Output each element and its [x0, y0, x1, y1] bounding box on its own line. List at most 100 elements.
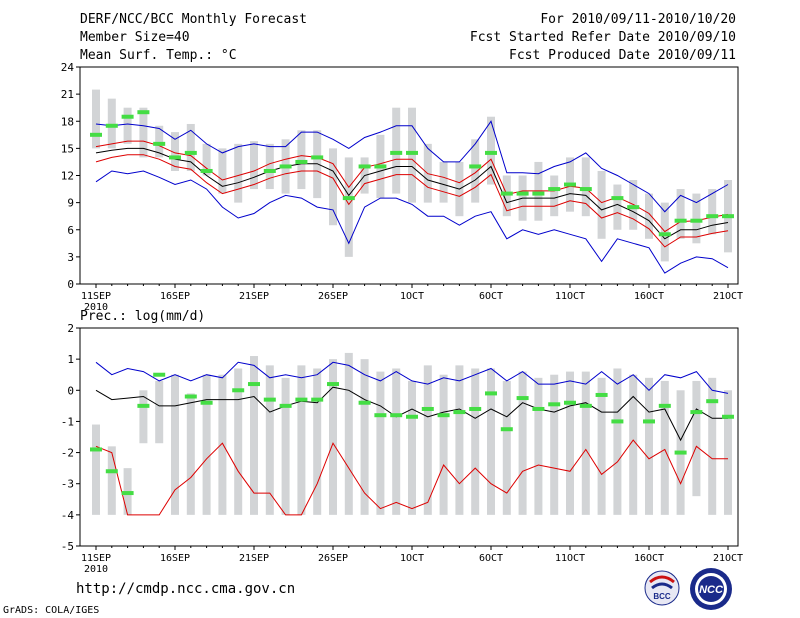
precip-box [455, 365, 464, 515]
temp-observed-marker [358, 164, 371, 169]
precip-year-label: 2010 [84, 564, 108, 575]
temp-ytick-label: 24 [61, 61, 75, 74]
precip-box [392, 368, 401, 515]
precip-max-line [95, 361, 729, 394]
temp-xtick-label: 6OCT [479, 291, 503, 302]
precip-observed-marker [137, 403, 150, 408]
precip-box [724, 390, 732, 515]
temp-ytick-label: 21 [61, 88, 74, 101]
precip-observed-marker [390, 413, 403, 418]
precip-xtick-label: 26SEP [318, 553, 348, 564]
temp-box [250, 141, 258, 190]
temp-box [186, 123, 195, 171]
precip-ytick-label: -1 [61, 415, 74, 428]
precip-box [550, 374, 559, 515]
temp-ytick-label: 15 [61, 142, 74, 155]
precip-observed-marker [453, 410, 466, 415]
precip-box [487, 368, 495, 515]
precip-box [313, 368, 322, 515]
temp-xtick-label: 11OCT [555, 291, 585, 302]
precip-observed-marker [674, 450, 687, 455]
precip-box [629, 374, 638, 515]
precip-box [439, 374, 448, 515]
temp-observed-marker [579, 187, 592, 192]
precip-observed-marker [643, 419, 655, 424]
precip-box [597, 377, 606, 515]
temp-observed-marker [485, 150, 497, 155]
temp-observed-marker [627, 205, 640, 210]
precip-xtick-label: 16OCT [634, 553, 664, 564]
precip-observed-marker [437, 413, 450, 418]
temp-ytick-label: 9 [67, 197, 74, 210]
precip-box [155, 380, 164, 444]
temp-box [392, 107, 401, 194]
precip-box [534, 377, 543, 515]
source-url[interactable]: http://cmdp.ncc.cma.gov.cn [76, 581, 296, 597]
temp-observed-marker [500, 191, 513, 196]
temp-max-line [95, 120, 729, 213]
precip-box [502, 380, 511, 515]
precip-observed-marker [184, 394, 197, 399]
precip-box [660, 380, 669, 515]
temp-observed-marker [690, 218, 703, 223]
precip-box [581, 371, 590, 515]
precip-panel-title: Prec.: log(mm/d) [80, 309, 206, 324]
precip-observed-marker [263, 397, 276, 402]
fcst-started-date: Fcst Started Refer Date 2010/09/10 [469, 30, 736, 45]
precip-xtick-label: 1OCT [400, 553, 424, 564]
temp-box [92, 89, 100, 149]
temp-box [107, 98, 116, 149]
precip-observed-marker [327, 382, 339, 387]
precip-observed-marker [516, 396, 529, 401]
precip-observed-marker [374, 413, 387, 418]
precip-ytick-label: 2 [67, 322, 74, 335]
precip-xtick-label: 6OCT [479, 553, 503, 564]
temp-observed-marker [706, 214, 719, 219]
temp-observed-marker [674, 218, 687, 223]
temp-observed-marker [137, 110, 150, 115]
precip-observed-marker [500, 427, 513, 432]
precip-min-line [95, 439, 728, 516]
precip-box [708, 377, 717, 515]
precip-observed-marker [706, 399, 719, 404]
precip-box [171, 374, 179, 515]
precip-ytick-label: -4 [61, 509, 75, 522]
temp-observed-marker [722, 214, 734, 219]
temp-xtick-label: 1OCT [400, 291, 424, 302]
temp-box [502, 175, 511, 217]
precip-box [250, 356, 258, 515]
temp-xtick-label: 26SEP [318, 291, 348, 302]
temp-box [155, 125, 164, 158]
precip-ytick-label: -5 [61, 540, 74, 553]
precip-observed-marker [232, 388, 245, 393]
temp-observed-marker [374, 164, 387, 169]
temp-ytick-label: 18 [61, 115, 74, 128]
precip-observed-marker [406, 414, 418, 419]
variable-label: Mean Surf. Temp.: °C [80, 48, 237, 63]
precip-xtick-label: 11SEP [81, 553, 111, 564]
precip-observed-marker [90, 447, 102, 452]
temp-box [218, 148, 227, 194]
ncc-logo-text: NCC [699, 584, 724, 596]
temp-observed-marker [121, 114, 134, 119]
temp-observed-marker [200, 168, 213, 173]
bcc-logo-text: BCC [653, 592, 671, 601]
precip-observed-marker [358, 400, 371, 405]
precip-box [376, 371, 385, 515]
temp-panel: 0 3 6 9 12 15 18 21 24 11SEP 16SEP 21SEP 26SEP 1OCT 6O… [61, 61, 743, 313]
precip-xtick-label: 11OCT [555, 553, 585, 564]
forecast-period: For 2010/09/11-2010/10/20 [540, 12, 736, 27]
precip-observed-marker [611, 419, 624, 424]
precip-observed-marker [722, 414, 734, 419]
precip-box [234, 368, 243, 515]
temp-ytick-label: 12 [61, 170, 74, 183]
temp-box [581, 157, 590, 217]
temp-observed-marker [548, 187, 561, 192]
temp-observed-marker [105, 123, 118, 128]
precip-panel: -5 -4 -3 -2 -1 0 1 2 11SEP 16SEP 21SEP 26SEP 1OCT 6OC… [61, 322, 743, 575]
precip-xtick-label: 16SEP [160, 553, 190, 564]
temp-box [550, 175, 559, 217]
precip-observed-marker [532, 406, 545, 411]
temp-box [692, 193, 701, 244]
ncc-logo: NCC [688, 566, 734, 612]
